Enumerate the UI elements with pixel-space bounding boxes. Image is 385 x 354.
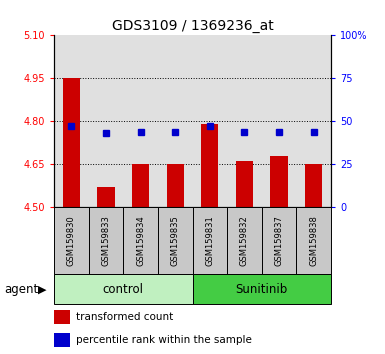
Bar: [271, 155, 288, 207]
Text: agent: agent: [4, 283, 38, 296]
Bar: [123, 207, 158, 274]
Text: GSM159835: GSM159835: [171, 215, 180, 266]
Text: control: control: [103, 283, 144, 296]
Bar: [236, 161, 253, 207]
Bar: [227, 207, 262, 274]
Text: GSM159831: GSM159831: [205, 215, 214, 266]
Text: Sunitinib: Sunitinib: [236, 283, 288, 296]
Text: GSM159830: GSM159830: [67, 215, 76, 266]
Bar: [54, 274, 192, 304]
Bar: [62, 78, 80, 207]
Bar: [158, 207, 192, 274]
Text: GSM159837: GSM159837: [275, 215, 284, 266]
Bar: [54, 310, 70, 324]
Text: GSM159833: GSM159833: [101, 215, 110, 266]
Bar: [89, 207, 123, 274]
Bar: [305, 164, 323, 207]
Bar: [192, 274, 331, 304]
Bar: [262, 207, 296, 274]
Bar: [54, 207, 89, 274]
Text: GSM159832: GSM159832: [240, 215, 249, 266]
Bar: [54, 333, 70, 347]
Bar: [132, 164, 149, 207]
Text: percentile rank within the sample: percentile rank within the sample: [76, 335, 252, 345]
Bar: [167, 164, 184, 207]
Text: ▶: ▶: [38, 284, 47, 295]
Bar: [97, 187, 115, 207]
Text: GSM159834: GSM159834: [136, 215, 145, 266]
Bar: [201, 124, 219, 207]
Text: transformed count: transformed count: [76, 312, 173, 322]
Title: GDS3109 / 1369236_at: GDS3109 / 1369236_at: [112, 19, 273, 33]
Bar: [192, 207, 227, 274]
Text: GSM159838: GSM159838: [309, 215, 318, 266]
Bar: [296, 207, 331, 274]
